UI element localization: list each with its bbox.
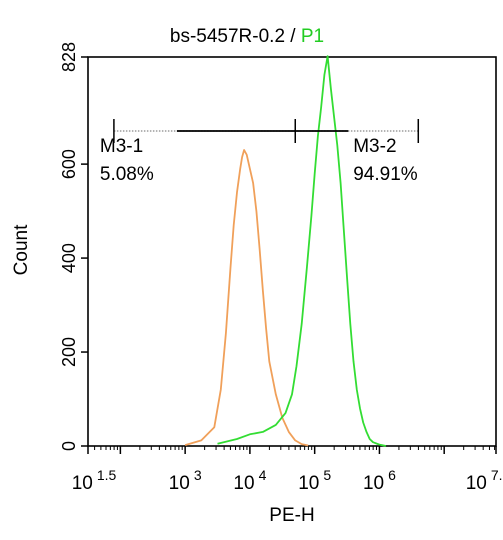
x-tick-base: 10 [169,473,190,494]
y-tick-label: 400 [59,243,79,273]
x-tick-label: 10 3 [169,467,202,494]
gate-m3-2-name: M3-2 [353,136,396,157]
x-tick-exponent: 6 [388,467,396,483]
x-axis-label: PE-H [269,505,314,526]
x-tick-exponent: 3 [194,467,202,483]
y-axis-label: Count [11,224,32,275]
x-tick-base: 10 [298,473,319,494]
x-tick-label: 107.8 [466,467,503,494]
gate-m3-1-percent: 5.08% [100,164,154,185]
y-tick-label: 600 [59,149,79,179]
y-tick-label: 828 [59,42,79,72]
y-tick-label: 0 [59,441,79,451]
title-gate: P1 [301,26,324,47]
x-tick-label: 10 5 [298,467,331,494]
x-tick-label: 10 6 [363,467,396,494]
chart-title: bs-5457R-0.2 / P1 [170,26,324,47]
x-tick-exponent: 5 [323,467,331,483]
series-layer [184,55,387,447]
x-tick-exponent: 4 [259,467,267,483]
x-tick-base: 10 [363,473,384,494]
y-tick-label: 200 [59,337,79,367]
x-tick-base: 10 [72,473,93,494]
x-tick-base: 10 [233,473,254,494]
gate-m3-2-percent: 94.91% [353,164,418,185]
sample-histogram [217,55,387,447]
gate-m3-1-name: M3-1 [100,136,143,157]
x-tick-base: 10 [466,473,487,494]
x-tick-label: 10 4 [233,467,266,494]
plot-frame [87,56,497,447]
x-tick-exponent: 1.5 [97,467,117,483]
title-main: bs-5457R-0.2 / [170,26,301,47]
y-axis: 0 200 400 600 828 [59,42,88,451]
x-tick-exponent: 7.8 [491,467,503,483]
gate-layer: M3-1 5.08% M3-2 94.91% [100,119,420,185]
x-tick-label: 10 1.5 [72,467,117,494]
